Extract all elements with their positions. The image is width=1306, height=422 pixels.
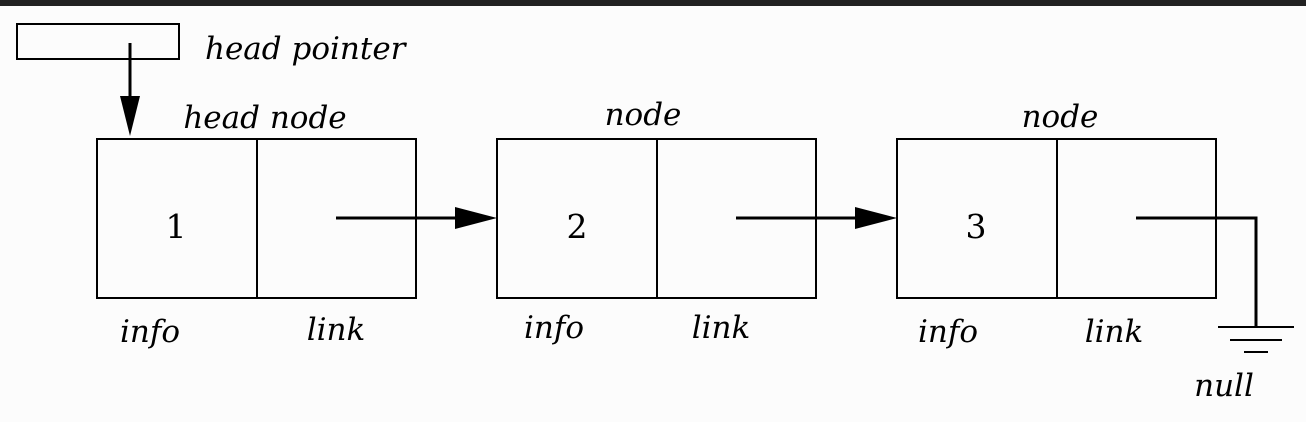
node-3-info-label: info bbox=[918, 314, 978, 350]
node-1-title: head node bbox=[183, 100, 346, 136]
node-3-link-label: link bbox=[1085, 314, 1144, 350]
node-2-info-label: info bbox=[524, 310, 584, 346]
node-1-link-label: link bbox=[307, 312, 366, 348]
node-2-title: node bbox=[605, 97, 682, 133]
null-link-line bbox=[1136, 216, 1258, 326]
link-arrow-2-head bbox=[855, 207, 897, 229]
ground-icon bbox=[1218, 326, 1294, 353]
head-pointer-box bbox=[16, 23, 180, 60]
node-1-value: 1 bbox=[166, 207, 187, 246]
node-1: head node 1 info link bbox=[96, 100, 417, 350]
node-2: node 2 info link bbox=[496, 97, 817, 346]
node-2-link-label: link bbox=[692, 310, 751, 346]
head-pointer-arrowhead bbox=[120, 96, 140, 136]
node-1-info-label: info bbox=[120, 314, 180, 350]
null-label: null bbox=[1194, 368, 1254, 404]
node-3: node 3 info link bbox=[896, 99, 1217, 350]
head-pointer-label: head pointer bbox=[205, 31, 408, 67]
node-2-value: 2 bbox=[567, 207, 588, 246]
top-border bbox=[0, 0, 1306, 6]
link-arrow-1-head bbox=[455, 207, 497, 229]
node-3-value: 3 bbox=[966, 207, 987, 246]
node-3-title: node bbox=[1022, 99, 1099, 135]
